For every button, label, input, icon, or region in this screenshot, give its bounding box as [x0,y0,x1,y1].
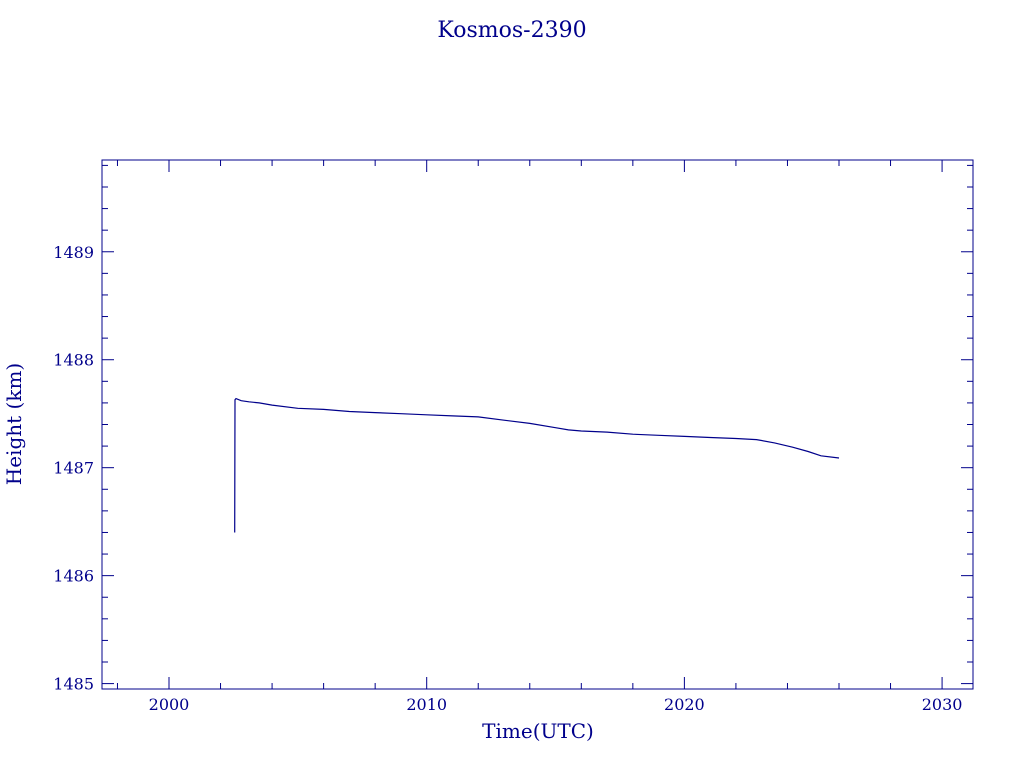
x-axis-label: Time(UTC) [482,719,594,743]
axis-ticks [102,160,973,689]
x-tick-label: 2030 [922,695,963,714]
y-tick-label: 1486 [53,567,94,586]
y-tick-label: 1487 [53,459,94,478]
x-tick-label: 2000 [149,695,190,714]
x-tick-label: 2020 [664,695,705,714]
height-series-line [234,397,840,533]
y-tick-label: 1488 [53,351,94,370]
y-tick-label: 1489 [53,243,94,262]
y-tick-label: 1485 [53,675,94,694]
chart-title: Kosmos-2390 [437,18,586,43]
x-tick-label: 2010 [406,695,447,714]
y-axis-label: Height (km) [2,363,26,485]
axis-tick-labels: 2000 2010 2020 2030 1485 1486 1487 1488 1489 [53,243,962,714]
